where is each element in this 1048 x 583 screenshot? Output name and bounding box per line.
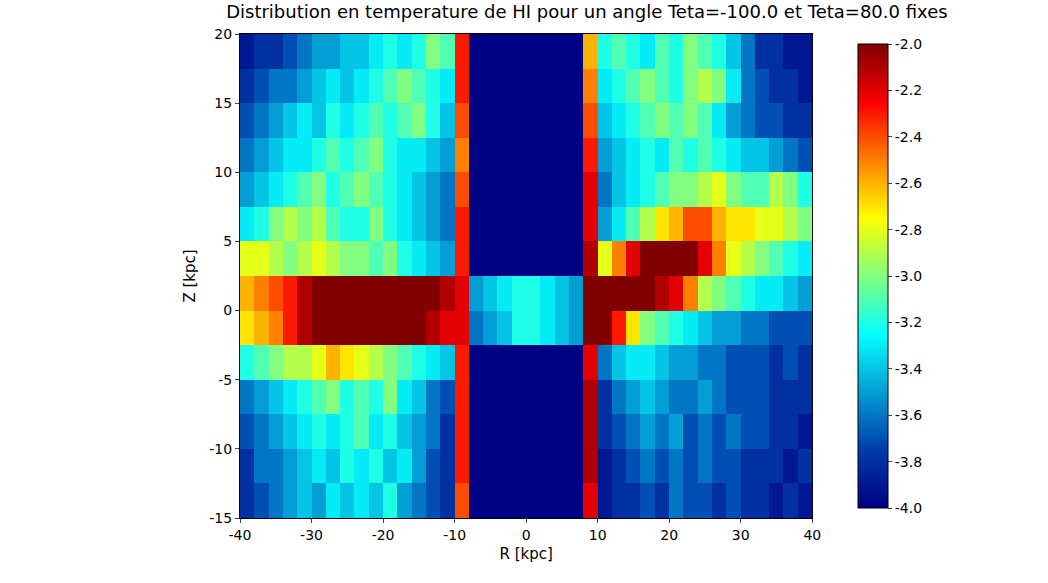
svg-text:-20: -20	[372, 527, 395, 543]
svg-text:-3.6: -3.6	[895, 407, 922, 423]
svg-text:0: 0	[522, 527, 531, 543]
svg-text:-15: -15	[209, 510, 232, 526]
svg-text:-3.8: -3.8	[895, 454, 922, 470]
svg-text:Z [kpc]: Z [kpc]	[181, 249, 199, 302]
svg-text:-2.6: -2.6	[895, 175, 922, 191]
svg-text:-3.2: -3.2	[895, 314, 922, 330]
svg-text:-5: -5	[218, 372, 232, 388]
svg-text:10: 10	[589, 527, 607, 543]
svg-text:-2.8: -2.8	[895, 222, 922, 238]
svg-text:-10: -10	[209, 441, 232, 457]
svg-text:-3.0: -3.0	[895, 268, 922, 284]
svg-text:-3.4: -3.4	[895, 361, 922, 377]
svg-text:10: 10	[214, 164, 232, 180]
svg-text:-30: -30	[300, 527, 323, 543]
svg-text:30: 30	[732, 527, 750, 543]
svg-text:-40: -40	[229, 527, 252, 543]
svg-text:-2.0: -2.0	[895, 36, 922, 52]
svg-text:20: 20	[660, 527, 678, 543]
svg-text:-4.0: -4.0	[895, 500, 922, 516]
svg-text:R [kpc]: R [kpc]	[499, 545, 552, 563]
svg-text:Distribution en temperature de: Distribution en temperature de HI pour u…	[226, 1, 947, 22]
svg-text:15: 15	[214, 95, 232, 111]
svg-text:-10: -10	[443, 527, 466, 543]
svg-text:-2.2: -2.2	[895, 82, 922, 98]
svg-text:40: 40	[803, 527, 821, 543]
svg-text:-2.4: -2.4	[895, 129, 922, 145]
svg-text:5: 5	[223, 233, 232, 249]
svg-text:0: 0	[223, 302, 232, 318]
svg-text:20: 20	[214, 26, 232, 42]
